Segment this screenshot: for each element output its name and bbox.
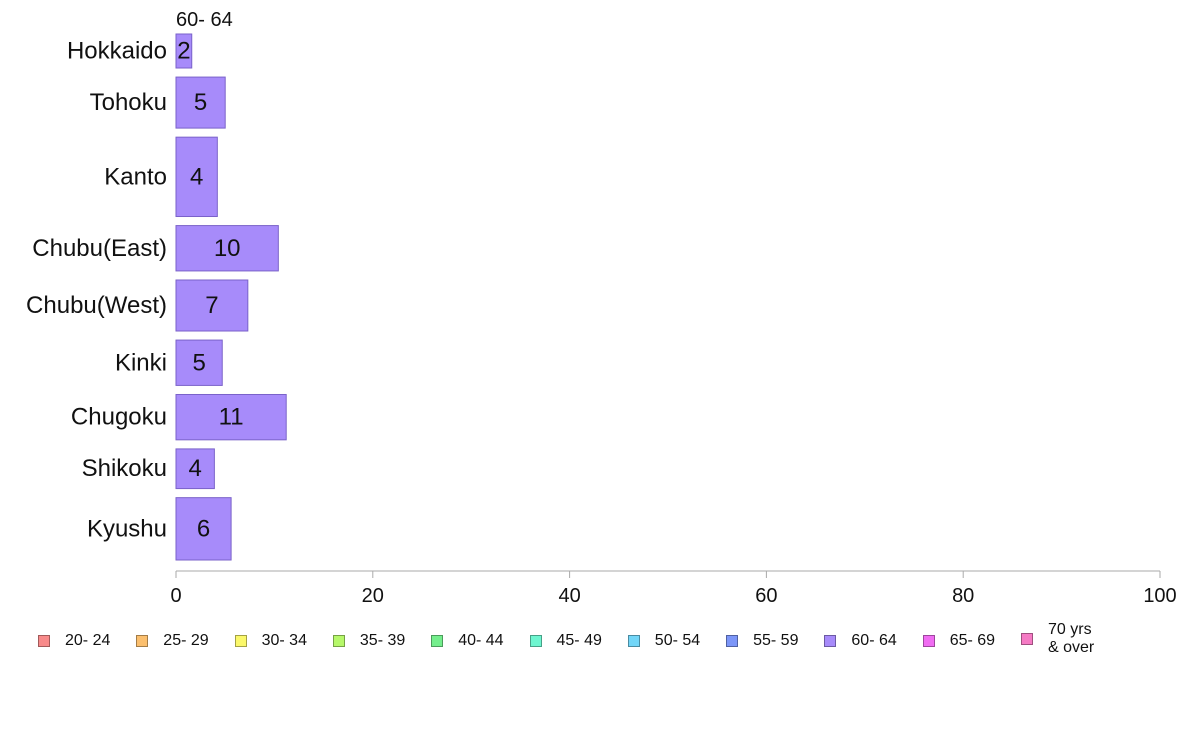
legend-label: 40- 44: [458, 632, 504, 649]
category-label: Hokkaido: [67, 38, 167, 65]
data-label: 7: [205, 292, 218, 319]
legend: 20- 24 25- 29 30- 34 35- 39 40- 44 45- 49 50- …: [38, 620, 1158, 680]
legend-swatch: [332, 635, 345, 647]
x-axis: 0 20 40 60 80 100: [170, 570, 1177, 607]
legend-swatch: [726, 635, 739, 647]
bar: [175, 136, 218, 218]
legend-label: 65- 69: [949, 632, 996, 649]
legend-swatch: [824, 635, 837, 647]
bar: [175, 339, 223, 386]
legend-label: 50- 54: [654, 632, 701, 649]
legend-label: 20- 24: [65, 632, 111, 649]
x-tick-label: 20: [362, 585, 384, 607]
legend-swatch: [627, 635, 640, 647]
legend-item: 25- 29: [136, 632, 209, 650]
bar: [175, 393, 287, 441]
category-label: Chubu(West): [26, 292, 167, 319]
data-label: 6: [197, 515, 210, 542]
category-label: Kyushu: [87, 515, 167, 542]
legend-item: 30- 34: [234, 632, 307, 650]
data-label: 2: [177, 38, 190, 65]
data-label: 5: [192, 349, 205, 376]
category-label: Chugoku: [71, 404, 167, 431]
legend-swatch: [38, 635, 50, 647]
legend-swatch: [136, 635, 149, 647]
bar: [175, 225, 279, 272]
legend-swatch: [1021, 633, 1033, 645]
legend-label: 45- 49: [556, 632, 602, 649]
legend-label: 60- 64: [851, 632, 897, 649]
bar: [175, 33, 193, 69]
bars-layer: Hokkaido 2 Tohoku 5 Kanto 4 Chubu(East) 10 Chubu…: [26, 33, 287, 561]
legend-label: 70 yrs & over: [1048, 621, 1095, 656]
category-label: Tohoku: [90, 89, 167, 116]
legend-item: 40- 44: [431, 632, 504, 650]
legend-swatch: [922, 635, 935, 647]
x-tick-label: 0: [170, 585, 181, 607]
legend-label: 55- 59: [753, 632, 799, 649]
legend-label: 35- 39: [359, 632, 406, 649]
legend-label: 30- 34: [261, 632, 307, 649]
legend-swatch: [234, 635, 247, 647]
data-label: 5: [194, 89, 207, 116]
x-tick-label: 100: [1143, 585, 1176, 607]
bar-chart: 60- 64 Hokkaido 2 Tohoku 5 Kanto 4 Chubu(East)…: [26, 9, 1177, 607]
legend-item: 20- 24: [38, 632, 110, 650]
data-label: 11: [219, 404, 244, 431]
bar: [175, 448, 215, 490]
legend-item: 70 yrs & over: [1021, 621, 1094, 657]
data-label: 10: [214, 235, 241, 262]
x-tick-label: 60: [755, 585, 777, 607]
legend-swatch: [529, 635, 542, 647]
data-label: 4: [189, 455, 202, 482]
bar: [175, 76, 226, 129]
legend-item: 55- 59: [726, 632, 798, 650]
bar: [175, 497, 232, 561]
chart-title: 60- 64: [176, 9, 233, 31]
legend-item: 35- 39: [332, 632, 406, 650]
category-label: Chubu(East): [32, 235, 167, 262]
legend-swatch: [431, 635, 444, 647]
legend-item: 50- 54: [627, 632, 701, 650]
legend-item: 45- 49: [529, 632, 602, 650]
x-tick-label: 40: [558, 585, 580, 607]
category-label: Shikoku: [82, 455, 167, 482]
category-label: Kinki: [115, 349, 167, 376]
legend-item: 65- 69: [922, 632, 996, 650]
legend-label: 25- 29: [163, 632, 209, 649]
bar: [175, 279, 249, 332]
x-tick-label: 80: [952, 585, 974, 607]
category-label: Kanto: [104, 163, 167, 190]
data-label: 4: [190, 163, 203, 190]
legend-item: 60- 64: [824, 632, 897, 650]
